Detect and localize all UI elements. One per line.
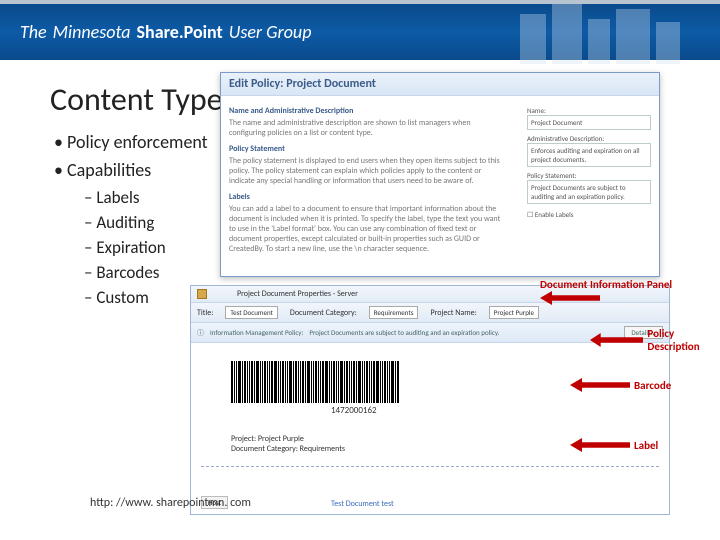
- section-blurb: The policy statement is displayed to end…: [229, 156, 503, 186]
- callout-text: Document Information Panel: [540, 278, 672, 291]
- admin-desc-input[interactable]: Enforces auditing and expiration on all …: [527, 143, 651, 167]
- dialog-title: Edit Policy: Project Document: [221, 73, 659, 96]
- field-label: Project Name:: [430, 308, 476, 318]
- callout-text: Label: [634, 439, 658, 452]
- footer-url: http: //www. sharepointmn. com: [90, 496, 251, 510]
- barcode-graphic: [231, 361, 511, 403]
- brand-product: Share.Point: [137, 21, 223, 43]
- field-label: Title:: [197, 308, 213, 318]
- callout-policy-desc: Policy Description: [590, 327, 720, 353]
- doc-fields-row: Title: Test Document Document Category: …: [191, 303, 669, 323]
- brand-prefix: The: [20, 21, 47, 43]
- policy-bar-label: Information Management Policy:: [210, 328, 303, 337]
- edit-policy-dialog: Edit Policy: Project Document Name and A…: [220, 72, 660, 277]
- dialog-right-col: Name: Project Document Administrative De…: [519, 96, 659, 225]
- doc-link[interactable]: Test Document test: [331, 499, 394, 509]
- doc-icon: [197, 289, 207, 299]
- title-field[interactable]: Test Document: [225, 306, 278, 319]
- brand-header: The Minnesota Share.Point User Group: [0, 0, 720, 60]
- project-field[interactable]: Project Purple: [489, 306, 539, 319]
- category-dropdown[interactable]: Requirements: [369, 306, 419, 319]
- arrow-icon: [570, 438, 630, 452]
- policy-stmt-input[interactable]: Project Documents are subject to auditin…: [527, 180, 651, 204]
- callout-barcode: Barcode: [570, 378, 671, 392]
- field-label: Document Category:: [290, 308, 357, 318]
- callout-text: Policy Description: [647, 327, 720, 353]
- dotted-divider: [201, 466, 659, 467]
- brand-state: Minnesota: [53, 21, 131, 43]
- section-heading: Policy Statement: [229, 144, 503, 154]
- field-label: Name:: [527, 106, 651, 115]
- section-heading: Name and Administrative Description: [229, 106, 503, 116]
- document-panel: Project Document Properties - Server Tit…: [190, 285, 670, 515]
- brand-suffix: User Group: [229, 21, 312, 43]
- field-label: Policy Statement:: [527, 171, 651, 180]
- slide-body: Content Types Define Policy Policy enfor…: [0, 60, 720, 520]
- section-heading: Labels: [229, 192, 503, 202]
- callout-label: Label: [570, 438, 658, 452]
- policy-bar-text: Project Documents are subject to auditin…: [309, 328, 499, 337]
- arrow-icon: [540, 291, 600, 305]
- barcode-number: 1472000162: [331, 405, 659, 416]
- doc-content: 1472000162 Project: Project Purple Docum…: [191, 343, 669, 513]
- name-input[interactable]: Project Document: [527, 115, 651, 130]
- arrow-icon: [570, 378, 630, 392]
- section-blurb: The name and administrative description …: [229, 118, 503, 138]
- section-blurb: You can add a label to a document to ens…: [229, 204, 503, 254]
- info-icon: ⓘ: [197, 328, 204, 338]
- callout-doc-info: Document Information Panel: [540, 278, 672, 305]
- building-graphic: [510, 0, 690, 64]
- arrow-icon: [590, 333, 643, 347]
- enable-labels-checkbox[interactable]: ☐ Enable Labels: [527, 210, 651, 219]
- brand-title: The Minnesota Share.Point User Group: [20, 21, 311, 43]
- toolbar-label: Project Document Properties - Server: [237, 289, 358, 299]
- field-label: Administrative Description:: [527, 134, 651, 143]
- callout-text: Barcode: [634, 379, 671, 392]
- dialog-left-col: Name and Administrative Description The …: [221, 96, 511, 266]
